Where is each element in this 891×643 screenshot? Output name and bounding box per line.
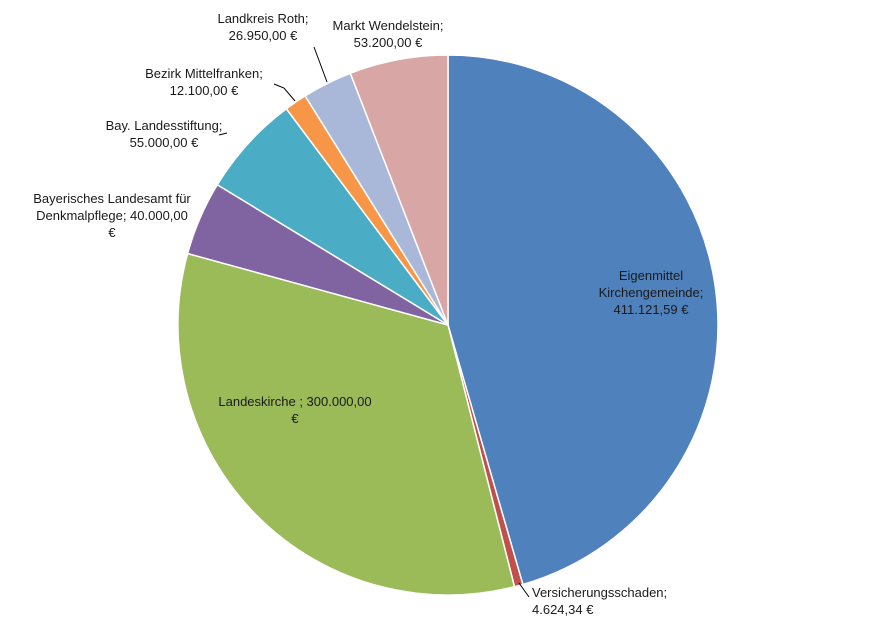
data-label-1: Versicherungsschaden; 4.624,34 € xyxy=(532,585,667,617)
leader-line-3 xyxy=(313,46,328,83)
leader-lines xyxy=(218,46,530,598)
pie-slices xyxy=(177,54,719,596)
pie-slice-markt-wendelstein xyxy=(349,54,449,326)
data-label-3: Bayerisches Landesamt für Denkmalpflege; … xyxy=(33,191,191,240)
leader-line-0 xyxy=(518,582,530,598)
data-label-5: Bezirk Mittelfranken; 12.100,00 € xyxy=(145,66,263,98)
data-label-0: Eigenmittel Kirchengemeinde; 411.121,59 € xyxy=(599,268,704,317)
leader-line-1 xyxy=(218,132,228,136)
pie-slice-landeskirche xyxy=(177,252,516,596)
data-label-7: Markt Wendelstein; 53.200,00 € xyxy=(332,18,443,50)
data-label-4: Bay. Landesstiftung; 55.000,00 € xyxy=(106,118,223,150)
pie-slice-eigenmittel-kirchengemeinde xyxy=(447,54,719,586)
data-labels: Eigenmittel Kirchengemeinde; 411.121,59 € V… xyxy=(33,11,703,617)
leader-line-2 xyxy=(273,83,296,102)
data-label-6: Landkreis Roth; 26.950,00 € xyxy=(217,11,308,43)
data-label-2: Landeskirche ; 300.000,00 € xyxy=(218,394,371,426)
